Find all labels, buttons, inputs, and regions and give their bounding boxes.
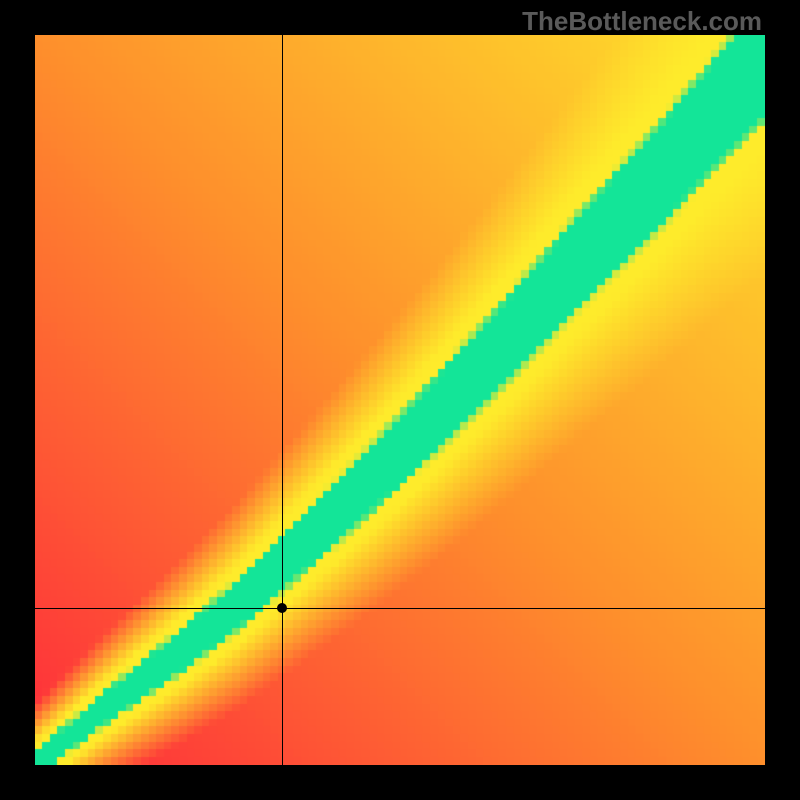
plot-area (35, 35, 765, 765)
crosshair-vertical (282, 35, 283, 765)
watermark-text: TheBottleneck.com (522, 6, 762, 37)
chart-container: TheBottleneck.com (0, 0, 800, 800)
heatmap-canvas (35, 35, 765, 765)
crosshair-horizontal (35, 608, 765, 609)
data-point-marker (277, 603, 287, 613)
